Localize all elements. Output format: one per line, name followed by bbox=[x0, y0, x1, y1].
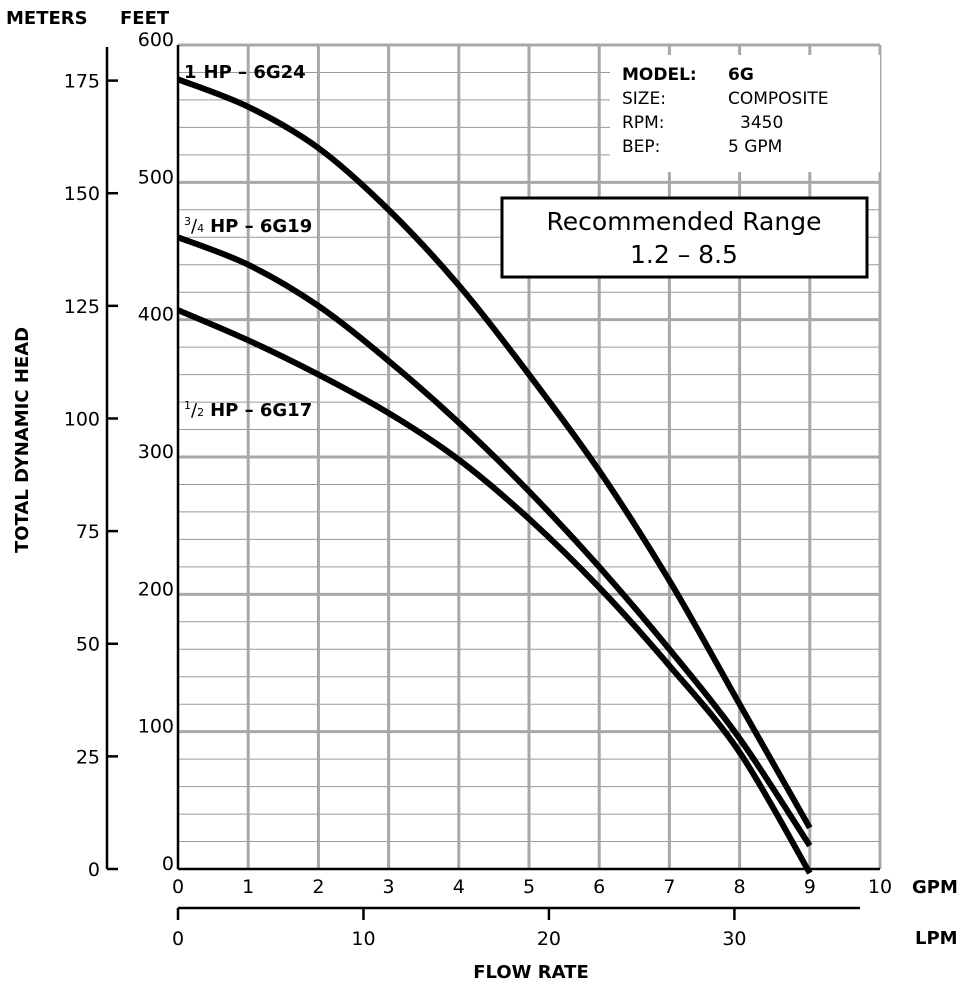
feet-tick-label: 400 bbox=[138, 304, 174, 326]
bep-value: 5 GPM bbox=[728, 137, 782, 157]
meters-axis: 0 25 50 75 100 125 150 175 bbox=[64, 71, 118, 881]
meters-tick-label: 0 bbox=[88, 859, 100, 881]
meters-unit-label: METERS bbox=[6, 8, 88, 29]
feet-tick-label: 600 bbox=[138, 29, 174, 51]
meters-tick-label: 25 bbox=[76, 746, 100, 768]
model-info-box: MODEL: 6G SIZE: COMPOSITE RPM: 3450 BEP:… bbox=[610, 55, 880, 172]
lpm-axis: 0 10 20 30 bbox=[172, 908, 747, 950]
gpm-tick-label: 9 bbox=[804, 876, 816, 898]
feet-axis: 0 100 200 300 400 500 600 bbox=[138, 29, 174, 875]
model-value: 6G bbox=[728, 65, 754, 85]
meters-tick-label: 125 bbox=[64, 296, 100, 318]
gpm-tick-label: 2 bbox=[312, 876, 324, 898]
feet-tick-label: 200 bbox=[138, 578, 174, 600]
gpm-tick-label: 10 bbox=[868, 876, 892, 898]
gpm-tick-label: 0 bbox=[172, 876, 184, 898]
recommended-range-value: 1.2 – 8.5 bbox=[630, 240, 738, 269]
rpm-value: 3450 bbox=[740, 113, 783, 133]
gpm-tick-label: 6 bbox=[593, 876, 605, 898]
rpm-label: RPM: bbox=[622, 113, 664, 133]
gpm-tick-label: 3 bbox=[383, 876, 395, 898]
gpm-tick-label: 1 bbox=[242, 876, 254, 898]
meters-tick-label: 175 bbox=[64, 71, 100, 93]
axes bbox=[105, 45, 880, 910]
lpm-tick-label: 10 bbox=[351, 928, 375, 950]
curve-line bbox=[176, 307, 813, 875]
y-axis-title: TOTAL DYNAMIC HEAD bbox=[12, 327, 33, 553]
size-label: SIZE: bbox=[622, 89, 666, 109]
bep-label: BEP: bbox=[622, 137, 660, 157]
curve-line bbox=[176, 76, 813, 830]
model-label: MODEL: bbox=[622, 65, 697, 85]
lpm-tick-label: 0 bbox=[172, 928, 184, 950]
curve-label: 1/2 HP – 6G17 bbox=[184, 399, 312, 421]
gpm-axis: 0 1 2 3 4 5 6 7 8 9 10 bbox=[172, 876, 892, 898]
gpm-tick-label: 5 bbox=[523, 876, 535, 898]
recommended-range-title: Recommended Range bbox=[547, 207, 822, 236]
meters-tick-label: 100 bbox=[64, 408, 100, 430]
feet-tick-label: 500 bbox=[138, 166, 174, 188]
performance-curves bbox=[176, 76, 813, 875]
curve-label: 1 HP – 6G24 bbox=[184, 62, 306, 83]
gpm-tick-label: 8 bbox=[734, 876, 746, 898]
gpm-tick-label: 4 bbox=[453, 876, 465, 898]
curve-labels: 1 HP – 6G24 3/4 HP – 6G19 1/2 HP – 6G17 bbox=[184, 62, 312, 421]
lpm-unit-label: LPM bbox=[915, 928, 958, 949]
feet-tick-label: 100 bbox=[138, 716, 174, 738]
meters-tick-label: 75 bbox=[76, 521, 100, 543]
recommended-range-box: Recommended Range 1.2 – 8.5 bbox=[500, 196, 869, 279]
meters-tick-label: 150 bbox=[64, 183, 100, 205]
feet-unit-label: FEET bbox=[120, 8, 170, 29]
curve-label: 3/4 HP – 6G19 bbox=[184, 215, 312, 237]
feet-tick-label: 300 bbox=[138, 441, 174, 463]
lpm-tick-label: 30 bbox=[722, 928, 746, 950]
gpm-unit-label: GPM bbox=[912, 877, 958, 898]
meters-tick-label: 50 bbox=[76, 634, 100, 656]
feet-tick-label: 0 bbox=[162, 853, 174, 875]
gpm-tick-label: 7 bbox=[663, 876, 675, 898]
x-axis-title: FLOW RATE bbox=[473, 962, 589, 983]
curve-line bbox=[176, 234, 813, 848]
lpm-tick-label: 20 bbox=[537, 928, 561, 950]
size-value: COMPOSITE bbox=[728, 89, 828, 109]
